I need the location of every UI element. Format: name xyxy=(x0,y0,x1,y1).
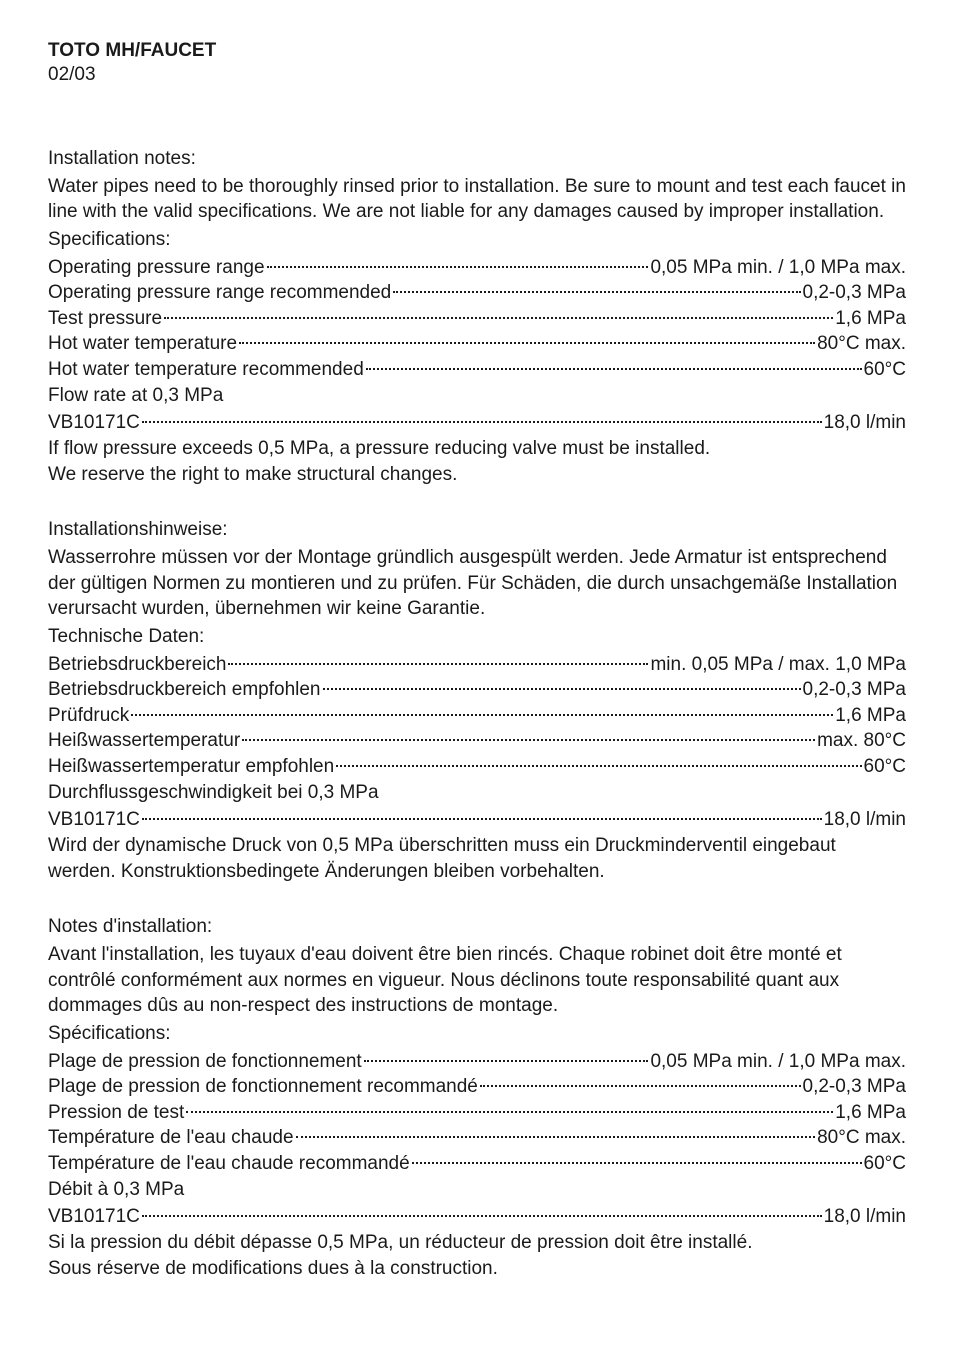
spec-row: Test pressure 1,6 MPa xyxy=(48,306,906,332)
spec-row: Plage de pression de fonctionnement reco… xyxy=(48,1074,906,1100)
section-heading: Installation notes: xyxy=(48,146,906,172)
spec-label: Pression de test xyxy=(48,1100,184,1126)
spec-label: Betriebsdruckbereich xyxy=(48,652,226,678)
spec-row: Betriebsdruckbereich empfohlen 0,2-0,3 MP… xyxy=(48,677,906,703)
spec-row: Pression de test 1,6 MPa xyxy=(48,1100,906,1126)
leader-dots xyxy=(267,266,649,268)
section: Installation notes:Water pipes need to b… xyxy=(48,146,906,487)
flow-label: VB10171C xyxy=(48,1204,140,1230)
flow-value: 18,0 l/min xyxy=(824,410,906,436)
flow-value: 18,0 l/min xyxy=(824,1204,906,1230)
section-intro: Wasserrohre müssen vor der Montage gründ… xyxy=(48,545,906,622)
spec-value: 1,6 MPa xyxy=(835,306,906,332)
flow-heading: Flow rate at 0,3 MPa xyxy=(48,383,906,409)
spec-label: Température de l'eau chaude xyxy=(48,1125,294,1151)
leader-dots xyxy=(393,291,800,293)
spec-value: 1,6 MPa xyxy=(835,703,906,729)
spec-value: 0,05 MPa min. / 1,0 MPa max. xyxy=(650,1049,906,1075)
section-intro: Water pipes need to be thoroughly rinsed… xyxy=(48,174,906,225)
leader-dots xyxy=(142,1215,822,1217)
spec-subheading: Technische Daten: xyxy=(48,624,906,650)
spec-value: 60°C xyxy=(864,1151,906,1177)
leader-dots xyxy=(412,1162,862,1164)
section-footer-line: We reserve the right to make structural … xyxy=(48,462,906,488)
flow-heading: Débit à 0,3 MPa xyxy=(48,1177,906,1203)
leader-dots xyxy=(323,688,801,690)
leader-dots xyxy=(364,1060,649,1062)
section: Installationshinweise:Wasserrohre müssen… xyxy=(48,517,906,884)
spec-value: min. 0,05 MPa / max. 1,0 MPa xyxy=(650,652,906,678)
spec-value: 1,6 MPa xyxy=(835,1100,906,1126)
page-header: TOTO MH/FAUCET 02/03 xyxy=(48,40,906,86)
spec-label: Betriebsdruckbereich empfohlen xyxy=(48,677,321,703)
spec-value: 0,2-0,3 MPa xyxy=(803,677,907,703)
spec-value: max. 80°C xyxy=(817,728,906,754)
spec-value: 80°C max. xyxy=(817,331,906,357)
spec-value: 0,2-0,3 MPa xyxy=(803,1074,907,1100)
leader-dots xyxy=(239,342,815,344)
spec-subheading: Spécifications: xyxy=(48,1021,906,1047)
spec-row: Heißwassertemperatur empfohlen 60°C xyxy=(48,754,906,780)
leader-dots xyxy=(131,714,833,716)
sections: Installation notes:Water pipes need to b… xyxy=(48,146,906,1281)
spec-label: Heißwassertemperatur empfohlen xyxy=(48,754,334,780)
spec-row: Hot water temperature 80°C max. xyxy=(48,331,906,357)
spec-value: 60°C xyxy=(864,357,906,383)
spec-value: 80°C max. xyxy=(817,1125,906,1151)
leader-dots xyxy=(242,739,815,741)
section-heading: Notes d'installation: xyxy=(48,914,906,940)
leader-dots xyxy=(186,1111,833,1113)
spec-row: Heißwassertemperatur max. 80°C xyxy=(48,728,906,754)
flow-value: 18,0 l/min xyxy=(824,807,906,833)
spec-row: Prüfdruck 1,6 MPa xyxy=(48,703,906,729)
leader-dots xyxy=(366,368,862,370)
spec-row: Température de l'eau chaude 80°C max. xyxy=(48,1125,906,1151)
section-intro: Avant l'installation, les tuyaux d'eau d… xyxy=(48,942,906,1019)
doc-title: TOTO MH/FAUCET xyxy=(48,40,906,62)
spec-value: 60°C xyxy=(864,754,906,780)
flow-heading: Durchflussgeschwindigkeit bei 0,3 MPa xyxy=(48,780,906,806)
flow-label: VB10171C xyxy=(48,807,140,833)
section-heading: Installationshinweise: xyxy=(48,517,906,543)
spec-row: Plage de pression de fonctionnement 0,05 … xyxy=(48,1049,906,1075)
flow-row: VB10171C 18,0 l/min xyxy=(48,410,906,436)
spec-label: Prüfdruck xyxy=(48,703,129,729)
spec-label: Température de l'eau chaude recommandé xyxy=(48,1151,410,1177)
spec-row: Température de l'eau chaude recommandé 60… xyxy=(48,1151,906,1177)
spec-label: Plage de pression de fonctionnement reco… xyxy=(48,1074,478,1100)
section-footer-line: Wird der dynamische Druck von 0,5 MPa üb… xyxy=(48,833,906,884)
spec-label: Hot water temperature recommended xyxy=(48,357,364,383)
section-footer-line: If flow pressure exceeds 0,5 MPa, a pres… xyxy=(48,436,906,462)
spec-subheading: Specifications: xyxy=(48,227,906,253)
spec-row: Betriebsdruckbereich min. 0,05 MPa / max.… xyxy=(48,652,906,678)
spec-value: 0,2-0,3 MPa xyxy=(803,280,907,306)
leader-dots xyxy=(142,421,822,423)
leader-dots xyxy=(142,818,822,820)
section-footer-line: Si la pression du débit dépasse 0,5 MPa,… xyxy=(48,1230,906,1256)
section: Notes d'installation:Avant l'installatio… xyxy=(48,914,906,1281)
leader-dots xyxy=(480,1085,801,1087)
spec-label: Operating pressure range xyxy=(48,255,265,281)
spec-label: Plage de pression de fonctionnement xyxy=(48,1049,362,1075)
leader-dots xyxy=(164,317,833,319)
spec-label: Heißwassertemperatur xyxy=(48,728,240,754)
leader-dots xyxy=(336,765,861,767)
spec-label: Hot water temperature xyxy=(48,331,237,357)
spec-value: 0,05 MPa min. / 1,0 MPa max. xyxy=(650,255,906,281)
spec-row: Hot water temperature recommended 60°C xyxy=(48,357,906,383)
spec-row: Operating pressure range recommended 0,2-… xyxy=(48,280,906,306)
section-footer-line: Sous réserve de modifications dues à la … xyxy=(48,1256,906,1282)
leader-dots xyxy=(296,1136,816,1138)
spec-row: Operating pressure range 0,05 MPa min. / … xyxy=(48,255,906,281)
spec-label: Test pressure xyxy=(48,306,162,332)
flow-row: VB10171C 18,0 l/min xyxy=(48,807,906,833)
page-number: 02/03 xyxy=(48,64,906,86)
flow-row: VB10171C 18,0 l/min xyxy=(48,1204,906,1230)
flow-label: VB10171C xyxy=(48,410,140,436)
leader-dots xyxy=(228,663,648,665)
spec-label: Operating pressure range recommended xyxy=(48,280,391,306)
